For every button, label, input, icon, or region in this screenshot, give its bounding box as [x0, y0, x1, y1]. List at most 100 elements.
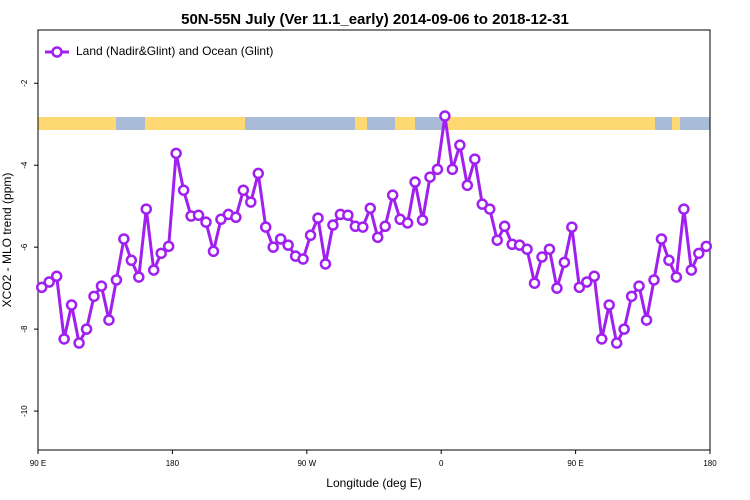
land-ocean-strip [38, 117, 710, 130]
data-point [491, 234, 503, 246]
data-point [566, 221, 578, 233]
x-tick-label: 0 [439, 459, 444, 468]
data-point [95, 280, 108, 292]
chart-title: 50N-55N July (Ver 11.1_early) 2014-09-06… [181, 11, 569, 28]
data-point [237, 184, 250, 196]
data-point [640, 314, 653, 326]
data-point [386, 189, 399, 201]
data-point [536, 251, 548, 263]
x-tick-label: 180 [703, 459, 717, 468]
legend-marker [51, 46, 63, 58]
data-point [483, 203, 496, 215]
data-point [207, 245, 220, 258]
legend-label: Land (Nadir&Glint) and Ocean (Glint) [76, 44, 273, 58]
data-point [543, 243, 556, 255]
data-point [327, 219, 339, 231]
data-point [670, 271, 683, 283]
y-tick-label: -10 [20, 405, 29, 417]
data-point [118, 233, 130, 245]
y-tick-label: -8 [20, 325, 29, 333]
data-point [663, 254, 675, 267]
data-point [364, 202, 377, 214]
data-point [431, 163, 444, 176]
data-point [573, 281, 586, 294]
y-tick-label: -4 [20, 161, 29, 169]
data-point [155, 247, 167, 260]
data-point [521, 243, 533, 255]
data-point [700, 240, 713, 253]
data-point [633, 280, 645, 292]
land-band [145, 117, 245, 130]
land-band [672, 117, 680, 130]
data-point [446, 163, 459, 176]
x-tick-label: 90 W [297, 459, 316, 468]
y-tick-label: -6 [20, 243, 29, 251]
data-point [618, 323, 630, 335]
data-point [625, 290, 638, 303]
data-point [274, 233, 287, 245]
data-point [685, 264, 698, 276]
data-point [88, 290, 100, 303]
data-point [610, 337, 623, 349]
y-axis-label: XCO2 - MLO trend (ppm) [0, 173, 14, 308]
data-point [595, 333, 608, 345]
data-point [693, 247, 705, 260]
land-band [395, 117, 415, 130]
x-tick-label: 90 E [567, 459, 583, 468]
data-point [678, 203, 690, 215]
data-point [252, 167, 265, 180]
data-point [245, 196, 257, 208]
data-point [259, 221, 272, 233]
data-point [162, 240, 175, 253]
data-point [73, 337, 85, 349]
data-point [200, 216, 212, 228]
data-point [125, 254, 138, 267]
data-point [319, 258, 332, 270]
data-point [133, 271, 145, 283]
data-point [416, 214, 429, 226]
data-point [371, 231, 384, 244]
x-axis-label: Longitude (deg E) [326, 476, 421, 490]
data-point [588, 270, 601, 283]
data-point [409, 176, 421, 188]
data-point [401, 217, 414, 229]
data-point [454, 139, 466, 151]
data-line [40, 114, 708, 345]
data-point [439, 110, 451, 122]
data-point [551, 282, 563, 294]
data-point [342, 209, 354, 221]
data-point [603, 299, 615, 311]
land-band [445, 117, 655, 130]
data-point [110, 274, 123, 286]
data-point [528, 277, 541, 289]
data-point [147, 264, 160, 276]
data-point [170, 147, 182, 160]
data-point [58, 333, 70, 345]
x-tick-label: 90 E [30, 459, 46, 468]
data-point [469, 153, 481, 165]
data-point [558, 256, 571, 269]
data-point [282, 239, 294, 251]
data-point [177, 184, 190, 196]
data-point [43, 276, 55, 288]
data-point [297, 253, 309, 265]
data-point [379, 220, 391, 233]
y-tick-label: -2 [20, 79, 29, 87]
data-point [312, 212, 324, 224]
data-point [581, 276, 593, 288]
data-point [103, 314, 115, 326]
data-point [50, 270, 63, 283]
data-point [65, 299, 78, 311]
data-point [424, 171, 436, 183]
data-point [35, 281, 48, 294]
data-point [498, 220, 511, 233]
x-tick-label: 180 [166, 459, 180, 468]
land-band [355, 117, 367, 130]
data-point [140, 203, 153, 215]
data-point [461, 179, 474, 192]
data-point [192, 209, 205, 221]
data-point [357, 221, 369, 233]
data-point [230, 211, 242, 224]
data-point [655, 233, 668, 245]
land-band [38, 117, 116, 130]
